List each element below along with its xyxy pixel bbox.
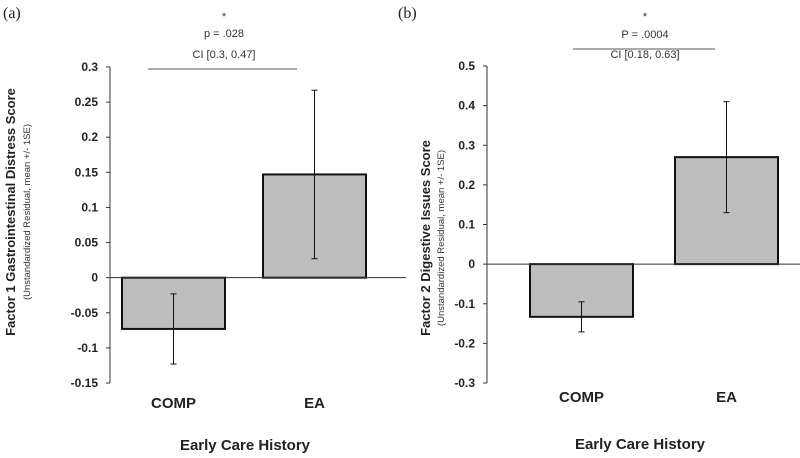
significance-star: *: [643, 11, 648, 23]
y-tick-label: -0.15: [71, 376, 99, 390]
y-axis-title: Factor 1 Gastrointestinal Distress Score: [3, 88, 18, 336]
ci-label: CI [0.18, 0.63]: [610, 49, 679, 61]
y-tick-label: -0.1: [77, 341, 98, 355]
y-tick-label: 0: [468, 257, 475, 271]
y-tick-label: 0: [91, 271, 98, 285]
y-tick-label: 0.3: [81, 60, 98, 74]
y-tick-label: 0.3: [458, 138, 475, 152]
y-tick-label: 0.15: [75, 165, 99, 179]
y-axis-subtitle: (Unstandardized Residual, mean +/- 1SE): [436, 150, 447, 326]
category-label-comp: COMP: [151, 395, 196, 412]
significance-star: *: [222, 11, 227, 23]
p-value-label: P = .0004: [621, 29, 668, 41]
p-value-label: p = .028: [204, 28, 244, 40]
y-tick-label: 0.1: [458, 218, 475, 232]
y-axis-subtitle: (Unstandardized Residual, mean +/- 1SE): [22, 124, 33, 300]
category-label-ea: EA: [716, 389, 737, 406]
y-tick-label: -0.05: [71, 306, 99, 320]
y-tick-label: 0.05: [75, 236, 99, 250]
category-label-comp: COMP: [559, 389, 604, 406]
y-tick-label: -0.2: [454, 336, 475, 350]
y-tick-label: 0.2: [81, 130, 98, 144]
panel-label: (b): [398, 5, 417, 22]
y-tick-label: -0.3: [454, 376, 475, 390]
x-axis-title: Early Care History: [575, 436, 706, 453]
category-label-ea: EA: [304, 395, 325, 412]
ci-label: CI [0.3, 0.47]: [193, 49, 256, 61]
x-axis-title: Early Care History: [180, 437, 311, 454]
y-axis-title: Factor 2 Digestive Issues Score: [418, 140, 433, 336]
y-tick-label: 0.1: [81, 200, 98, 214]
y-tick-label: 0.5: [458, 59, 475, 73]
y-tick-label: 0.25: [75, 95, 99, 109]
panel-label: (a): [3, 5, 21, 22]
y-tick-label: -0.1: [454, 297, 475, 311]
y-tick-label: 0.4: [458, 99, 475, 113]
y-tick-label: 0.2: [458, 178, 475, 192]
